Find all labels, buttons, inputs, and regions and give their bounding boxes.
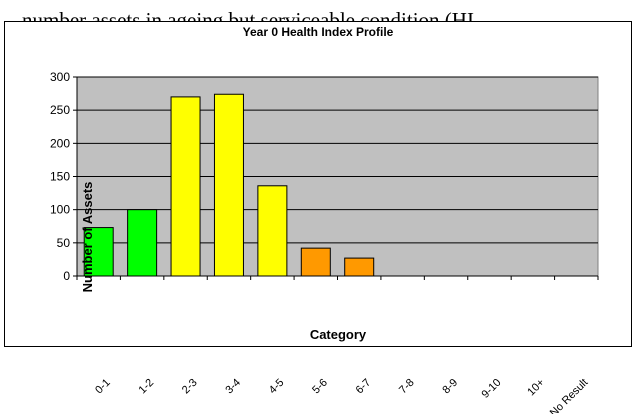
x-tick-label: 9-10 — [480, 377, 504, 401]
bar — [300, 247, 331, 277]
y-tick-label: 250 — [50, 103, 70, 117]
bar — [127, 209, 158, 277]
x-tick-label: 6-7 — [354, 377, 374, 397]
bar — [257, 185, 288, 277]
x-tick-label: 8-9 — [440, 377, 460, 397]
bar — [170, 96, 201, 277]
y-tick-label: 200 — [50, 136, 70, 150]
x-tick-label: 3-4 — [223, 377, 243, 397]
x-tick-label: 10+ — [525, 377, 547, 399]
x-tick-label: No Result — [548, 377, 591, 414]
y-tick-label: 0 — [63, 269, 70, 283]
y-tick-label: 300 — [50, 70, 70, 84]
x-axis-label: Category — [310, 327, 367, 342]
y-axis-label: Number of Assets — [80, 182, 95, 293]
y-tick-labels: 0 50 100 150 200 250 300 — [50, 70, 77, 283]
y-tick-label: 50 — [57, 236, 71, 250]
x-tick-label: 7-8 — [397, 377, 417, 397]
x-tick-label: 4-5 — [267, 377, 287, 397]
x-tick-label: 2-3 — [180, 377, 200, 397]
y-tick-label: 100 — [50, 203, 70, 217]
bar — [213, 93, 244, 277]
bar — [344, 257, 375, 277]
x-tick-label: 5-6 — [310, 377, 330, 397]
x-tick-labels: 0-1 1-2 2-3 3-4 4-5 5-6 6-7 7-8 8-9 9-10 10+ No Res… — [76, 276, 599, 414]
x-tick-label: 1-2 — [137, 377, 157, 397]
x-tick-label: 0-1 — [93, 377, 113, 397]
y-tick-label: 150 — [50, 170, 70, 184]
chart-title: Year 0 Health Index Profile — [243, 25, 394, 39]
